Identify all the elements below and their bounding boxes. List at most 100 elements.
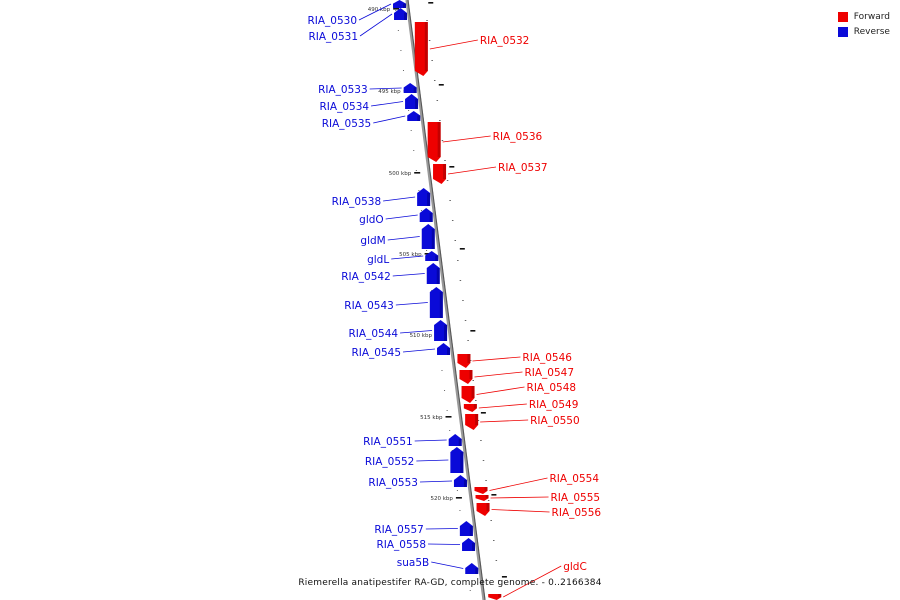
gene-arrow — [393, 0, 406, 8]
minor-tick — [444, 390, 446, 391]
gene-label: RIA_0556 — [552, 507, 602, 519]
gene-label: RIA_0543 — [344, 300, 394, 312]
gene-leader-line — [371, 101, 404, 107]
gene-leader-line — [358, 3, 392, 21]
gene-arrow — [465, 563, 479, 574]
minor-tick — [475, 400, 477, 401]
minor-tick — [410, 130, 412, 131]
gene-arrow-shade — [475, 567, 479, 574]
major-tick — [445, 416, 452, 418]
minor-tick — [408, 110, 410, 111]
gene-label: RIA_0542 — [341, 271, 391, 283]
major-tick — [438, 84, 444, 86]
gene-leader-line — [419, 480, 452, 483]
scale-label: 500 kbp — [389, 171, 412, 177]
scale-label: 520 kbp — [430, 496, 453, 502]
gene-arrow-shade — [435, 255, 439, 261]
minor-tick — [420, 210, 422, 211]
major-tick — [428, 2, 434, 4]
gene-leader-line — [425, 528, 458, 530]
gene-arrow-shade — [467, 354, 471, 363]
minor-tick — [451, 450, 453, 451]
minor-tick — [462, 300, 464, 301]
gene-leader-line — [414, 439, 447, 442]
minor-tick — [454, 240, 457, 241]
minor-tick — [433, 80, 436, 81]
gene-leader-line — [387, 236, 420, 241]
major-tick — [491, 494, 497, 496]
minor-tick — [439, 120, 441, 121]
gene-label: RIA_0532 — [480, 35, 530, 47]
minor-tick — [441, 370, 443, 371]
scale-label: 510 kbp — [410, 333, 433, 339]
major-tick — [455, 497, 462, 499]
gene-arrow-shade — [472, 543, 476, 551]
major-tick — [449, 166, 455, 168]
gene-label: RIA_0554 — [549, 473, 599, 485]
gene-leader-line — [490, 496, 549, 499]
gene-arrow — [461, 386, 475, 403]
gene-arrow — [425, 251, 439, 261]
major-tick — [459, 248, 465, 250]
gene-leader-line — [385, 214, 418, 220]
gene-arrow-shade — [458, 439, 462, 446]
gene-label: sua5B — [397, 557, 429, 569]
major-tick — [470, 330, 476, 332]
gene-arrow — [427, 122, 441, 162]
backbone-core — [407, 0, 486, 600]
gene-arrow-shade — [415, 99, 419, 109]
minor-tick — [436, 100, 439, 101]
gene-label: RIA_0550 — [530, 415, 580, 427]
minor-tick — [449, 200, 451, 201]
minor-tick — [457, 260, 459, 261]
minor-tick — [467, 340, 469, 341]
minor-tick — [418, 190, 420, 191]
gene-label: RIA_0551 — [363, 436, 413, 448]
gene-leader-line — [472, 356, 521, 362]
gene-leader-line — [395, 302, 428, 306]
legend-label-forward: Forward — [853, 11, 890, 22]
gene-arrow-shade — [498, 594, 502, 598]
gene-label: RIA_0538 — [332, 196, 382, 208]
gene-arrow-shade — [443, 164, 447, 179]
minor-tick — [493, 540, 495, 541]
gene-leader-line — [416, 459, 449, 462]
minor-tick — [449, 430, 451, 431]
gene-label: RIA_0533 — [318, 84, 368, 96]
gene-arrow-shade — [436, 268, 440, 284]
gene-label: gldM — [360, 235, 385, 247]
gene-arrow — [457, 354, 471, 368]
gene-arrow-shade — [404, 13, 408, 20]
reverse-swatch — [837, 26, 848, 37]
gene-arrow-shade — [437, 122, 441, 157]
gene-label: RIA_0548 — [527, 382, 577, 394]
gene-arrow-shade — [460, 452, 464, 473]
minor-tick — [469, 590, 471, 591]
gene-leader-line — [429, 39, 478, 50]
gene-label: RIA_0531 — [308, 31, 358, 43]
minor-tick — [477, 420, 480, 421]
major-tick — [414, 172, 421, 174]
gene-label: gldC — [563, 561, 587, 573]
minor-tick — [431, 60, 433, 61]
minor-tick — [446, 410, 448, 411]
gene-arrow-shade — [485, 495, 489, 499]
gene-arrow — [426, 263, 440, 284]
gene-arrow — [475, 495, 489, 501]
gene-arrow-shade — [473, 404, 477, 409]
minor-tick — [413, 150, 415, 151]
gene-labels: RIA_0530 RIA_0531 RIA_0532 RIA_0533 RIA_0534… — [307, 3, 602, 598]
minor-tick — [482, 460, 485, 461]
gene-arrow-shade — [484, 487, 488, 491]
gene-arrow — [462, 538, 476, 551]
minor-tick — [485, 480, 487, 481]
gene-arrow — [459, 521, 473, 536]
major-tick — [480, 412, 486, 414]
gene-arrow — [433, 164, 447, 184]
minor-tick — [472, 380, 474, 381]
gene-label: RIA_0558 — [376, 539, 426, 551]
minor-tick — [426, 250, 428, 251]
gene-arrow — [463, 404, 477, 412]
minor-tick — [426, 20, 428, 21]
genome-backbone — [405, 0, 486, 600]
